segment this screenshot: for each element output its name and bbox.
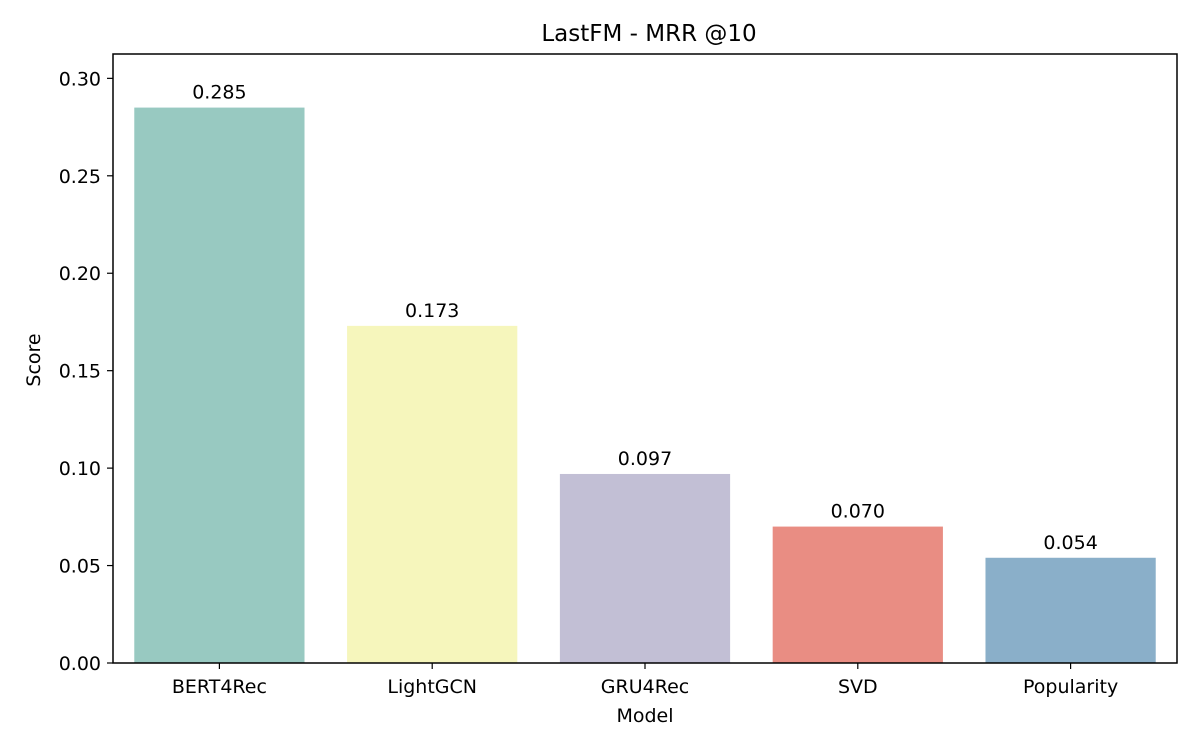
- x-tick-label: BERT4Rec: [172, 676, 267, 698]
- x-tick-label: SVD: [838, 676, 878, 698]
- x-axis: BERT4Rec LightGCN GRU4Rec SVD Popularity: [172, 663, 1118, 698]
- x-tick-label: Popularity: [1023, 676, 1118, 698]
- y-tick-label: 0.00: [59, 653, 101, 675]
- bar-svd: [772, 526, 943, 663]
- chart-title: LastFM - MRR @10: [541, 21, 756, 47]
- y-tick-label: 0.05: [59, 556, 101, 578]
- bar-lightgcn: [347, 325, 518, 663]
- x-tick-label: GRU4Rec: [601, 676, 689, 698]
- y-tick-label: 0.25: [59, 166, 101, 188]
- bar-gru4rec: [559, 473, 731, 663]
- y-tick-label: 0.30: [59, 68, 101, 90]
- y-tick-label: 0.20: [59, 263, 101, 285]
- x-axis-label: Model: [616, 705, 673, 727]
- x-tick-label: LightGCN: [387, 676, 477, 698]
- data-label-popularity: 0.054: [1043, 532, 1097, 554]
- bar-bert4rec: [134, 107, 305, 664]
- data-label-gru4rec: 0.097: [618, 448, 672, 470]
- bars-group: [134, 107, 1156, 664]
- data-label-svd: 0.070: [831, 501, 885, 523]
- data-labels-group: 0.285 0.173 0.097 0.070 0.054: [192, 82, 1098, 554]
- y-axis: 0.00 0.05 0.10 0.15 0.20 0.25 0.30: [59, 68, 113, 675]
- y-axis-label: Score: [23, 333, 45, 386]
- data-label-lightgcn: 0.173: [405, 300, 459, 322]
- y-tick-label: 0.10: [59, 458, 101, 480]
- y-tick-label: 0.15: [59, 361, 101, 383]
- bar-popularity: [985, 557, 1156, 663]
- data-label-bert4rec: 0.285: [192, 82, 246, 104]
